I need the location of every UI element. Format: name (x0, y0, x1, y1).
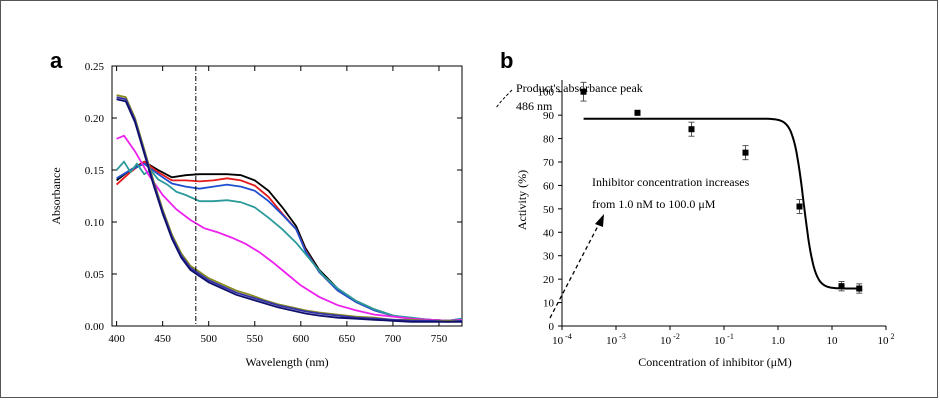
panel-a-plot-frame (111, 65, 463, 327)
panel-b-ytick-label: 90 (543, 110, 555, 122)
panel-b-ytick-label: 40 (543, 227, 555, 239)
panel-b-chart: 0 10 20 30 40 50 60 70 80 90 100 10 -4 10 -3 10 -2 10… (515, 80, 895, 369)
panel-b-ytick-label: 0 (549, 321, 555, 333)
panel-b-ytick-label: 60 (543, 180, 555, 192)
panel-b-ytick-label: 80 (543, 134, 555, 146)
panel-b-xtick-label: 1.0 (771, 335, 785, 347)
panel-a-xtick-label: 650 (339, 333, 356, 345)
panel-b-ytick-label: 50 (543, 204, 555, 216)
panel-b-ytick-label: 70 (543, 157, 555, 169)
panel-b-xlabel: Concentration of inhibitor (μM) (638, 355, 791, 369)
panel-a-ytick-label: 0.20 (85, 113, 105, 125)
peak-label-line1: Product's absorbance peak (516, 81, 643, 95)
data-point (856, 285, 863, 292)
panel-b-ytick-label: 100 (538, 87, 555, 99)
absorbance-series-6 (116, 94, 462, 322)
panel-a-xtick-label: 450 (154, 333, 171, 345)
absorbance-series-5 (116, 134, 463, 322)
panel-b-xtick-label: 10 -1 (714, 332, 734, 347)
panel-b-xtick-label: 10 -4 (552, 332, 572, 347)
trend-label-line1: Inhibitor concentration increases (592, 175, 750, 189)
panel-b-ylabel: Activity (%) (515, 170, 529, 230)
dose-response-fit-curve (583, 117, 862, 290)
absorbance-series-7 (116, 96, 463, 323)
panel-a-xlabel: Wavelength (nm) (245, 355, 328, 369)
panel-a-ytick-label: 0.00 (85, 321, 105, 333)
panel-a-xtick-label: 550 (247, 333, 264, 345)
absorbance-series-4 (115, 160, 463, 322)
data-point (634, 109, 641, 116)
data-point (688, 126, 695, 133)
panel-a-xtick-label: 600 (293, 333, 310, 345)
panel-a-ytick-label: 0.10 (85, 217, 105, 229)
panel-a-ylabel: Absorbance (49, 167, 63, 224)
panel-b-ytick-label: 10 (543, 298, 555, 310)
data-point (742, 149, 749, 156)
panel-a-xtick-label: 700 (385, 333, 402, 345)
panel-b-letter: b (500, 48, 513, 73)
data-point (580, 88, 587, 95)
trend-label-line2: from 1.0 nM to 100.0 μM (592, 197, 716, 211)
absorbance-series-8 (116, 98, 462, 323)
panel-a-ytick-label: 0.25 (85, 61, 105, 73)
panel-b-xtick-label: 10 -3 (606, 332, 626, 347)
panel-b-xtick-label: 10 -2 (660, 332, 680, 347)
panel-a-letter: a (50, 48, 63, 73)
panel-b-xtick-label: 10 2 (878, 332, 895, 347)
peak-label-line2: 486 nm (516, 99, 553, 113)
panel-a-chart: 0.000.050.100.150.200.25 400 450 500 550 600… (49, 61, 750, 369)
panel-b-ytick-label: 20 (543, 274, 555, 286)
peak-label-leader (495, 89, 513, 109)
panel-a-xtick-label: 500 (200, 333, 217, 345)
panel-b-ytick-label: 30 (543, 251, 555, 263)
panel-a-xtick-label: 400 (108, 333, 125, 345)
trend-arrow-head (595, 214, 604, 227)
data-point (796, 203, 803, 210)
panel-a-xtick-label: 750 (431, 333, 448, 345)
panel-a-ytick-label: 0.05 (85, 269, 105, 281)
trend-arrow-line (549, 221, 601, 319)
data-point (838, 283, 845, 290)
absorbance-series-3 (116, 162, 463, 322)
panel-a-ytick-label: 0.15 (85, 165, 105, 177)
panel-b-xtick-label: 10 (827, 335, 839, 347)
